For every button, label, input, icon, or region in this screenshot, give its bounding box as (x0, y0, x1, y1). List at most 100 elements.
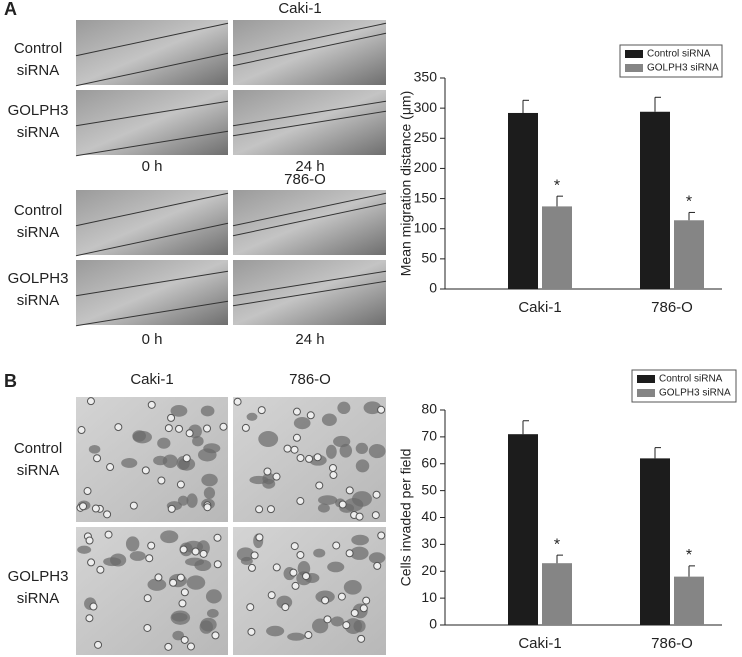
pore (167, 413, 176, 422)
cell (246, 412, 258, 421)
wound-edge (75, 222, 229, 257)
legend-label: Control siRNA (659, 374, 723, 385)
pore (199, 549, 208, 558)
wound-edge (232, 270, 387, 297)
cell (178, 457, 196, 471)
pore (267, 591, 276, 600)
pore (129, 501, 138, 510)
pore (157, 476, 166, 485)
bar (674, 576, 704, 625)
cell (186, 493, 198, 508)
wound-image (233, 90, 386, 155)
wound-edge (232, 22, 387, 57)
pore (337, 592, 346, 601)
cell (77, 545, 92, 554)
cell (343, 579, 362, 595)
pore (359, 604, 368, 613)
pore (186, 642, 195, 651)
bar (508, 112, 538, 289)
cell (201, 473, 218, 487)
cell (240, 556, 253, 566)
significance-mark: * (686, 194, 692, 211)
y-tick-label: 80 (421, 401, 437, 417)
y-tick-label: 0 (429, 616, 437, 632)
pore (182, 454, 191, 463)
pore (178, 599, 187, 608)
pore (154, 573, 163, 582)
micrographs (75, 20, 387, 655)
pore (83, 487, 92, 496)
panel-label: B (4, 371, 17, 391)
row-label: Control siRNA (13, 440, 63, 479)
pore (373, 561, 382, 570)
bar (674, 220, 704, 289)
pore (203, 503, 212, 512)
pore (377, 531, 386, 540)
significance-mark: * (686, 547, 692, 564)
cell (132, 430, 146, 442)
row-label: GOLPH3 siRNA (7, 270, 69, 309)
y-axis-label: Mean migration distance (μm) (398, 91, 414, 276)
wound-edge (232, 192, 387, 227)
cell (325, 444, 337, 459)
pore (272, 472, 281, 481)
pore (290, 445, 299, 454)
pore (143, 623, 152, 632)
pore (357, 634, 366, 643)
cell (121, 458, 138, 468)
pore (89, 602, 98, 611)
cell (337, 401, 351, 415)
wound-image (233, 190, 386, 255)
cell (162, 454, 178, 469)
wound-edge (232, 202, 387, 237)
y-tick-label: 70 (421, 428, 437, 444)
cell (88, 445, 101, 454)
y-tick-label: 200 (414, 159, 438, 175)
cell (129, 551, 146, 561)
cell (160, 530, 179, 544)
pore (96, 565, 105, 574)
legend-label: Control siRNA (647, 49, 711, 60)
pore (85, 614, 94, 623)
cell (170, 405, 188, 417)
significance-mark: * (554, 536, 560, 553)
column-label: Caki-1 (130, 371, 173, 388)
cell (258, 431, 279, 447)
pore (91, 504, 100, 513)
cell (266, 625, 285, 637)
time-label: 24 h (295, 158, 324, 175)
wound-edge (75, 130, 229, 157)
cell (368, 443, 386, 459)
pore (292, 407, 301, 416)
cell (293, 417, 311, 430)
cell (203, 486, 216, 500)
cell (199, 620, 213, 634)
time-label: 24 h (295, 331, 324, 348)
y-axis-label: Cells invaded per field (398, 449, 414, 587)
pore (345, 486, 354, 495)
y-tick-label: 50 (421, 481, 437, 497)
pore (211, 631, 220, 640)
x-tick-label: 786-O (651, 299, 693, 316)
legend-label: GOLPH3 siRNA (647, 63, 719, 74)
cell (185, 557, 205, 567)
cell (339, 443, 353, 458)
cell (172, 630, 185, 641)
cell (313, 548, 326, 558)
pore (291, 581, 300, 590)
cell (317, 503, 330, 513)
legend-swatch (625, 50, 643, 58)
pore (329, 471, 338, 480)
cell (355, 442, 369, 455)
y-tick-label: 10 (421, 589, 437, 605)
wound-image (76, 20, 228, 85)
pore (164, 642, 173, 651)
pore (283, 444, 292, 453)
legend-swatch (637, 375, 655, 383)
cell (262, 472, 275, 485)
cell (287, 632, 306, 641)
pore (79, 502, 88, 511)
pore (180, 635, 189, 644)
pore (372, 490, 381, 499)
